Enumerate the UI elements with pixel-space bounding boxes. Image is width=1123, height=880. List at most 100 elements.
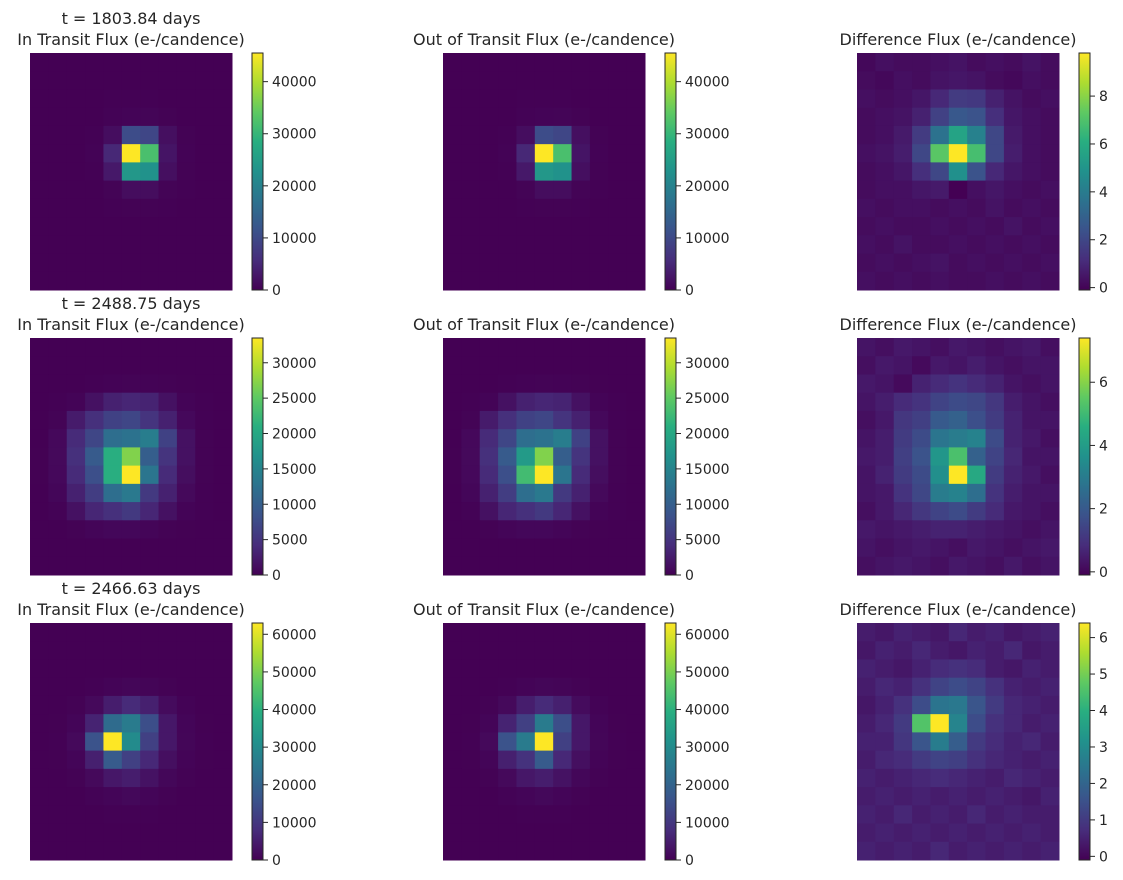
heatmap-cell xyxy=(66,429,86,448)
heatmap-cell xyxy=(534,483,554,503)
heatmap-cell xyxy=(479,787,499,806)
heatmap-cell xyxy=(534,235,554,255)
heatmap-cell xyxy=(498,841,517,861)
heatmap-cell xyxy=(948,659,968,679)
heatmap-cell xyxy=(893,374,913,394)
heatmap-cell xyxy=(967,502,987,521)
heatmap-cell xyxy=(479,641,499,660)
heatmap-cell xyxy=(1040,695,1060,715)
heatmap-cell xyxy=(195,714,215,733)
heatmap-cell xyxy=(985,520,1005,540)
heatmap-cell xyxy=(516,253,536,273)
heatmap-cell xyxy=(1040,356,1060,375)
heatmap-cell xyxy=(967,465,987,485)
heatmap-cell xyxy=(608,198,628,218)
heatmap-cell xyxy=(589,198,609,218)
heatmap-cell xyxy=(875,198,895,218)
heatmap-cell xyxy=(608,805,628,825)
heatmap-cell xyxy=(461,253,481,273)
heatmap-cell xyxy=(857,465,876,485)
heatmap-cell xyxy=(626,125,646,145)
heatmap-cell xyxy=(985,732,1005,752)
heatmap-cell xyxy=(479,623,499,642)
heatmap-cell xyxy=(140,71,160,90)
heatmap-cell xyxy=(48,750,68,770)
heatmap-cell xyxy=(875,641,895,660)
heatmap-cell xyxy=(967,89,987,109)
heatmap-cell xyxy=(103,677,123,697)
colorbar-tick-label: 30000 xyxy=(685,356,730,372)
heatmap-cell xyxy=(589,125,609,145)
heatmap-cell xyxy=(893,253,913,273)
heatmap-cell xyxy=(461,217,481,236)
heatmap-cell xyxy=(571,520,591,540)
heatmap-cell xyxy=(121,623,141,642)
heatmap-cell xyxy=(443,162,462,182)
heatmap-cell xyxy=(48,641,68,660)
heatmap-cell xyxy=(857,253,876,273)
heatmap-cell xyxy=(553,107,573,127)
heatmap-cell xyxy=(893,198,913,218)
heatmap-cell xyxy=(589,162,609,182)
heatmap-cell xyxy=(195,107,215,127)
heatmap-cell xyxy=(195,805,215,825)
heatmap-cell xyxy=(121,392,141,412)
heatmap-cell xyxy=(140,271,160,291)
heatmap-cell xyxy=(608,520,628,540)
heatmap-cell xyxy=(1040,374,1060,394)
heatmap-cell xyxy=(571,235,591,255)
heatmap-cell xyxy=(1022,520,1042,540)
heatmap-cell xyxy=(893,410,913,430)
heatmap-cell xyxy=(30,271,49,291)
heatmap-cell xyxy=(875,107,895,127)
panel-title: Out of Transit Flux (e-/candence) xyxy=(413,30,675,49)
heatmap-cell xyxy=(626,805,646,825)
heatmap-cell xyxy=(1022,447,1042,467)
heatmap-cell xyxy=(967,198,987,218)
heatmap-cell xyxy=(857,623,876,642)
heatmap-cell xyxy=(912,53,931,72)
heatmap-cell xyxy=(967,71,987,90)
heatmap-cell xyxy=(589,465,609,485)
heatmap-cell xyxy=(121,447,141,467)
heatmap-cell xyxy=(85,253,104,273)
heatmap-cell xyxy=(948,253,968,273)
heatmap-cell xyxy=(967,538,987,558)
heatmap-cell xyxy=(967,641,987,660)
heatmap-cell xyxy=(571,841,591,861)
heatmap-cell xyxy=(461,392,481,412)
heatmap-cell xyxy=(985,538,1005,558)
heatmap-cell xyxy=(589,271,609,291)
heatmap-cell xyxy=(85,271,104,291)
heatmap-cell xyxy=(30,447,49,467)
heatmap-cell xyxy=(608,271,628,291)
heatmap-cell xyxy=(1040,768,1060,788)
heatmap-cell xyxy=(589,623,609,642)
heatmap-cell xyxy=(571,53,591,72)
heatmap-cell xyxy=(1022,180,1042,200)
heatmap-cell xyxy=(103,623,123,642)
heatmap-cell xyxy=(103,410,123,430)
heatmap-cell xyxy=(985,356,1005,375)
heatmap-cell xyxy=(589,768,609,788)
heatmap-cell xyxy=(1003,235,1023,255)
heatmap-cell xyxy=(857,677,876,697)
heatmap-cell xyxy=(1003,162,1023,182)
heatmap-cell xyxy=(930,53,950,72)
heatmap-cell xyxy=(893,356,913,375)
heatmap-cell xyxy=(461,356,481,375)
heatmap-cell xyxy=(498,447,517,467)
heatmap-cell xyxy=(626,217,646,236)
heatmap-cell xyxy=(893,271,913,291)
heatmap-cell xyxy=(158,641,178,660)
heatmap-cell xyxy=(176,53,196,72)
heatmap-cell xyxy=(103,271,123,291)
panel-title: In Transit Flux (e-/candence) xyxy=(17,600,244,619)
heatmap-cell xyxy=(30,732,49,752)
heatmap-cell xyxy=(443,750,462,770)
heatmap-cell xyxy=(461,641,481,660)
heatmap-cell xyxy=(553,374,573,394)
heatmap-cell xyxy=(608,714,628,733)
heatmap-cell xyxy=(553,144,573,163)
heatmap-cell xyxy=(479,447,499,467)
